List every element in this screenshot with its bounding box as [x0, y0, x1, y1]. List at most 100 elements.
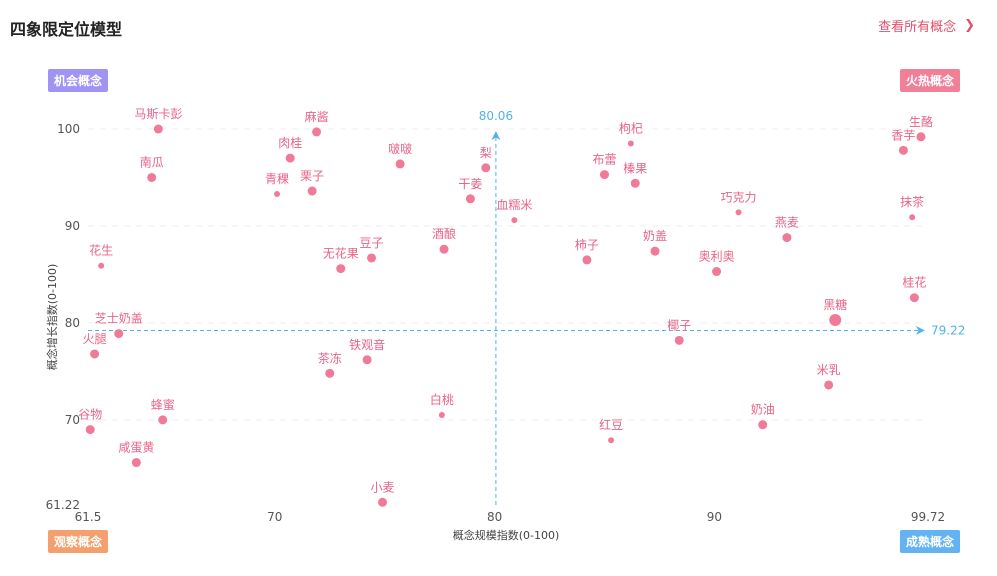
data-point — [274, 190, 281, 197]
data-point — [90, 349, 100, 359]
data-point — [582, 255, 592, 265]
data-point — [898, 145, 908, 155]
data-point — [824, 380, 834, 390]
data-point-label: 奶油 — [751, 403, 775, 417]
chevron-right-icon: ❯ — [964, 18, 975, 33]
data-point — [85, 425, 95, 435]
data-point-label: 啵啵 — [388, 142, 412, 156]
quadrant-badge-hot: 火热概念 — [899, 69, 960, 92]
quadrant-badge-observe: 观察概念 — [48, 530, 109, 553]
data-point — [325, 368, 335, 378]
data-point-label: 红豆 — [599, 417, 623, 432]
page-title: 四象限定位模型 — [10, 20, 123, 39]
y-tick-label: 61.22 — [46, 498, 80, 512]
ref-y-value-label: 79.22 — [931, 323, 965, 337]
data-point-label: 梨 — [480, 146, 492, 160]
data-point-label: 火腿 — [83, 332, 107, 346]
ref-x-value-label: 80.06 — [479, 109, 513, 123]
data-point-label: 黑糖 — [823, 297, 847, 312]
data-point-label: 青稞 — [265, 172, 289, 186]
data-point — [158, 415, 168, 425]
data-point-label: 铁观音 — [349, 337, 385, 352]
data-point-label: 小麦 — [370, 480, 394, 494]
data-point-label: 椰子 — [667, 317, 691, 332]
data-point — [712, 267, 722, 277]
data-point-label: 生酪 — [909, 114, 933, 129]
data-point-label: 茶冻 — [318, 350, 342, 365]
data-point — [378, 497, 388, 507]
data-point — [829, 314, 842, 327]
data-point — [916, 132, 926, 142]
view-all-label: 查看所有概念 — [878, 20, 957, 35]
data-point — [511, 217, 518, 224]
data-point — [782, 233, 792, 243]
data-point — [599, 170, 609, 180]
data-point — [630, 178, 640, 188]
data-point — [147, 172, 157, 182]
data-point — [312, 127, 322, 137]
quadrant-badge-mature: 成熟概念 — [899, 530, 960, 553]
data-point-label: 蜂蜜 — [151, 397, 175, 412]
y-axis-label: 概念增长指数(0-100) — [46, 263, 59, 371]
x-axis-label: 概念规模指数(0-100) — [452, 529, 560, 542]
data-point-label: 米乳 — [817, 363, 841, 377]
data-point-label: 南瓜 — [140, 154, 164, 169]
data-point-label: 酒酿 — [432, 226, 456, 241]
data-point — [98, 262, 105, 269]
y-tick-label: 70 — [65, 413, 80, 427]
data-point — [909, 293, 919, 303]
data-point-label: 无花果 — [323, 246, 359, 261]
data-point — [131, 458, 141, 468]
view-all-concepts-link[interactable]: 查看所有概念 ❯ — [878, 16, 975, 35]
data-point — [438, 412, 445, 419]
y-tick-label: 80 — [65, 316, 80, 330]
data-point — [481, 163, 491, 173]
data-point-label: 榛果 — [623, 161, 647, 175]
data-point-label: 马斯卡彭 — [134, 107, 182, 121]
data-point — [650, 246, 660, 256]
data-point — [627, 140, 634, 147]
data-point — [285, 153, 295, 163]
data-point-label: 柿子 — [575, 237, 599, 252]
data-point-label: 枸杞 — [619, 121, 643, 136]
data-point — [307, 186, 317, 196]
data-point — [439, 244, 449, 254]
x-tick-label: 99.72 — [911, 510, 945, 524]
data-point — [674, 335, 684, 345]
data-point-label: 干姜 — [458, 177, 482, 191]
data-point — [758, 420, 768, 430]
y-tick-label: 90 — [65, 219, 80, 233]
x-tick-label: 61.5 — [75, 510, 102, 524]
x-tick-label: 70 — [267, 510, 282, 524]
data-point-label: 香芋 — [891, 128, 915, 142]
data-point — [735, 209, 742, 216]
data-point-label: 桂花 — [902, 275, 926, 290]
data-point-label: 栗子 — [300, 169, 324, 183]
data-point-label: 奥利奥 — [699, 250, 735, 264]
data-point — [367, 253, 377, 263]
data-point — [608, 437, 615, 444]
data-point-label: 谷物 — [78, 408, 102, 422]
data-point — [362, 355, 372, 365]
data-point — [114, 329, 124, 339]
data-point-label: 巧克力 — [721, 190, 757, 204]
data-point — [153, 124, 163, 134]
data-point — [909, 214, 916, 221]
data-point-label: 花生 — [89, 243, 113, 258]
data-point — [336, 264, 346, 274]
data-point-label: 咸蛋黄 — [118, 441, 154, 455]
data-point-label: 肉桂 — [278, 135, 302, 150]
data-point-label: 白桃 — [430, 392, 454, 407]
x-tick-label: 90 — [707, 510, 722, 524]
quadrant-badge-opportunity: 机会概念 — [48, 69, 109, 92]
x-tick-label: 80 — [487, 510, 502, 524]
y-tick-label: 100 — [57, 122, 80, 136]
data-point-label: 豆子 — [360, 236, 384, 250]
data-point-label: 血糯米 — [496, 198, 532, 212]
data-point-label: 抹茶 — [900, 194, 924, 209]
data-point-label: 燕麦 — [775, 216, 799, 230]
data-point — [395, 159, 405, 169]
data-point-label: 芝士奶盖 — [95, 311, 143, 326]
data-point-label: 麻酱 — [305, 109, 329, 124]
